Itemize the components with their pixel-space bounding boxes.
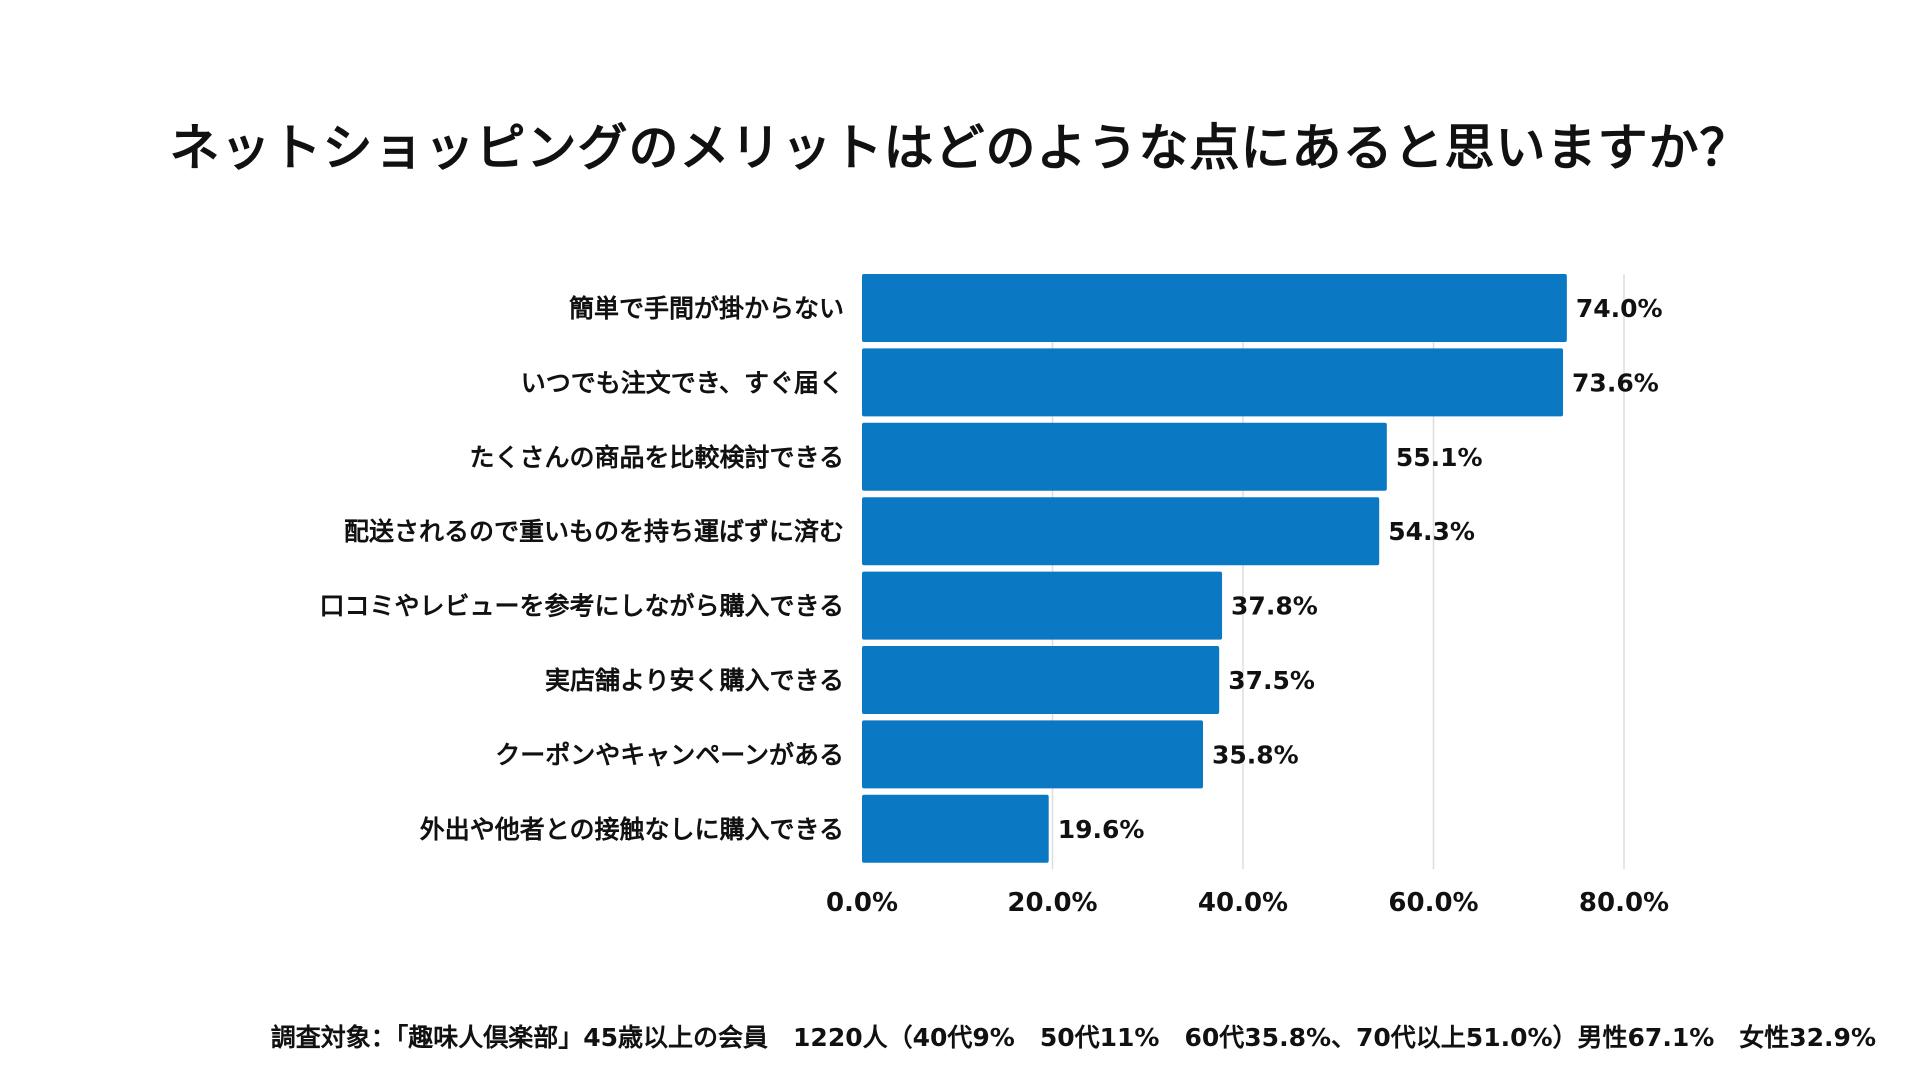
value-label: 74.0% (1576, 294, 1663, 323)
x-tick-label: 20.0% (1007, 888, 1097, 918)
survey-footnote: 調査対象：「趣味人倶楽部」45歳以上の会員 1220人（40代9% 50代11%… (270, 1023, 1876, 1052)
x-tick-label: 40.0% (1198, 888, 1288, 918)
value-label: 35.8% (1212, 740, 1299, 769)
bar (862, 422, 1387, 491)
chart-title: ネットショッピングのメリットはどのような点にあると思いますか？ (169, 119, 1751, 177)
value-label: 73.6% (1572, 368, 1659, 397)
bar (862, 571, 1223, 640)
value-label: 54.3% (1388, 517, 1475, 546)
x-tick-label: 0.0% (826, 888, 898, 918)
category-label: クーポンやキャンペーンがある (495, 740, 844, 769)
category-labels: 簡単で手間が掛からないいつでも注文でき、すぐ届くたくさんの商品を比較検討できる配… (319, 294, 844, 844)
bar (862, 497, 1380, 566)
value-label: 55.1% (1396, 443, 1483, 472)
category-label: たくさんの商品を比較検討できる (469, 443, 844, 472)
bar (862, 720, 1203, 789)
category-label: いつでも注文でき、すぐ届く (521, 368, 844, 397)
value-labels: 74.0% 73.6% 55.1% 54.3% 37.8% 37.5% 35.8% 19.6% (1058, 294, 1663, 844)
bar (862, 646, 1220, 714)
value-label: 37.5% (1228, 666, 1315, 695)
category-label: 口コミやレビューを参考にしながら購入できる (319, 592, 844, 621)
category-label: 簡単で手間が掛からない (569, 294, 844, 323)
bar (862, 794, 1049, 863)
bar (862, 274, 1567, 342)
x-tick-label: 80.0% (1579, 888, 1669, 918)
bars (862, 274, 1567, 863)
category-label: 実店舗より安く購入できる (545, 666, 844, 695)
x-tick-label: 60.0% (1388, 888, 1478, 918)
bar-chart: 簡単で手間が掛からないいつでも注文でき、すぐ届くたくさんの商品を比較検討できる配… (319, 274, 1669, 918)
bar (862, 348, 1564, 417)
x-tick-labels: 0.0% 20.0% 40.0% 60.0% 80.0% (826, 888, 1669, 918)
value-label: 19.6% (1058, 815, 1145, 844)
category-label: 配送されるので重いものを持ち運ばずに済む (344, 517, 844, 546)
value-label: 37.8% (1231, 592, 1318, 621)
category-label: 外出や他者との接触なしに購入できる (420, 815, 844, 844)
